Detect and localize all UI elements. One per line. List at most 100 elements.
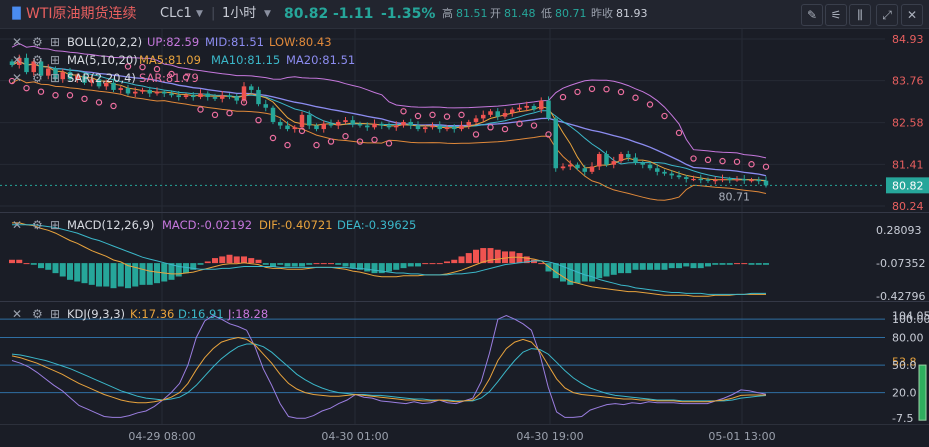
candle-body [336,121,341,126]
close-icon[interactable]: ✕ [12,307,23,321]
macd-histogram-bar [74,263,81,282]
macd-histogram-bar [618,263,624,274]
macd-histogram-bar [560,263,566,282]
macd-histogram-bar [668,263,675,269]
sar-dot [719,157,726,165]
pane-divider[interactable] [0,301,929,302]
price-chart[interactable]: 84.93 83.76 82.58 81.41 80.24 80.82 80.71 [0,29,929,212]
macd-value: MACD:-0.02192 [162,218,253,232]
candle-body [205,93,210,98]
candle-body [589,166,595,172]
candle-body [618,154,624,162]
sar-dot [23,84,30,92]
sar-dot [356,138,364,145]
expand-box-icon[interactable]: ⊞ [50,307,61,321]
macd-chart[interactable]: 0.28093 -0.07352 -0.42796 [0,213,929,301]
y-tick-label: 50.0 [892,359,917,372]
candle-body [669,173,674,176]
sar-dot [226,109,233,117]
candle-body [546,100,551,119]
sar-dot [342,133,349,140]
last-price: 80.82 [284,6,329,22]
pane-divider[interactable] [0,212,929,213]
macd-histogram-bar [487,248,494,264]
candle-body [713,180,718,182]
gear-icon[interactable]: ⚙ [32,53,43,67]
macd-histogram-bar [589,263,595,282]
close-icon[interactable]: ✕ [12,71,23,85]
gear-icon[interactable]: ⚙ [32,218,43,232]
candle-body [452,127,457,130]
candle-body [582,168,587,172]
candle-body [626,154,631,158]
macd-histogram-bar [320,263,327,265]
macd-histogram-bar [342,263,349,267]
ma10-value: MA10:81.15 [211,53,281,67]
chevron-down-icon[interactable]: ▼ [264,9,271,19]
macd-histogram-bar [183,263,189,274]
sar-value: SAR:81.79 [139,71,199,85]
gear-icon[interactable]: ⚙ [32,35,43,49]
main-price-pane[interactable]: 84.93 83.76 82.58 81.41 80.24 80.82 80.71 ✕ ⚙ … [0,29,929,212]
sar-dot [574,88,581,96]
k-value: K:17.36 [130,307,175,321]
sar-dot [197,106,204,113]
candle-body [154,91,160,94]
macd-histogram-bar [262,263,269,265]
macd-histogram-bar [683,263,690,267]
last-price-label: 80.82 [892,179,924,192]
sar-dot [37,88,45,95]
interval-selector[interactable]: 1小时 [222,6,257,21]
macd-histogram-bar [306,263,313,265]
sar-dot [139,63,146,71]
candle-body [756,180,761,182]
candle-body [604,154,609,165]
close-icon[interactable]: ✕ [12,53,23,67]
macd-pane[interactable]: 0.28093 -0.07352 -0.42796 ✕ ⚙ ⊞ MACD(12,26… [0,213,929,301]
expand-box-icon[interactable]: ⊞ [50,35,61,49]
macd-histogram-bar [59,263,66,277]
candle-body [241,86,247,101]
chart-settings-icon[interactable]: ⚟ [825,4,847,26]
sar-dot [240,99,248,106]
sar-dot [516,120,523,127]
expand-box-icon[interactable]: ⊞ [50,218,61,232]
candle-body [278,121,283,126]
macd-name: MACD(12,26,9) [67,218,155,232]
gear-icon[interactable]: ⚙ [32,71,43,85]
candle-body [734,179,740,181]
pencil-icon[interactable]: ✎ [801,4,823,26]
kdj-pane[interactable]: 104.05 100.00 80.00 53.8 50.0 20.0 -7.5 ✕ ⚙ ⊞ … [0,302,929,424]
instrument-code[interactable]: CLc1 [160,6,192,21]
close-icon[interactable]: ✕ [12,35,23,49]
macd-histogram-bar [52,263,59,274]
macd-histogram-bar [393,263,400,270]
instrument-title[interactable]: WTI原油期货连续 [26,6,137,22]
macd-histogram-bar [625,263,632,274]
gear-icon[interactable]: ⚙ [32,307,43,321]
candle-body [524,105,529,108]
expand-icon[interactable]: ⤢ [876,4,898,26]
macd-histogram-bar [429,263,436,265]
macd-histogram-bar [697,263,704,269]
kdj-scroll-handle [918,364,927,421]
sar-dot [675,129,683,137]
close-icon[interactable]: ✕ [901,4,923,26]
sar-dot [443,113,451,120]
sar-dot [371,136,378,143]
chevron-down-icon[interactable]: ▼ [196,9,203,19]
sar-dot [661,112,668,120]
expand-box-icon[interactable]: ⊞ [50,71,61,85]
price-change: -1.11 [333,6,374,22]
macd-histogram-bar [632,263,639,270]
sar-dot [414,112,422,120]
candle-body [365,125,370,128]
macd-histogram-bar [328,263,334,265]
macd-histogram-bar [248,258,255,264]
macd-histogram-bar [386,263,392,272]
macd-histogram-bar [581,263,588,282]
candles-icon[interactable]: ⫼ [849,4,871,26]
expand-box-icon[interactable]: ⊞ [50,53,61,67]
close-icon[interactable]: ✕ [12,218,23,232]
